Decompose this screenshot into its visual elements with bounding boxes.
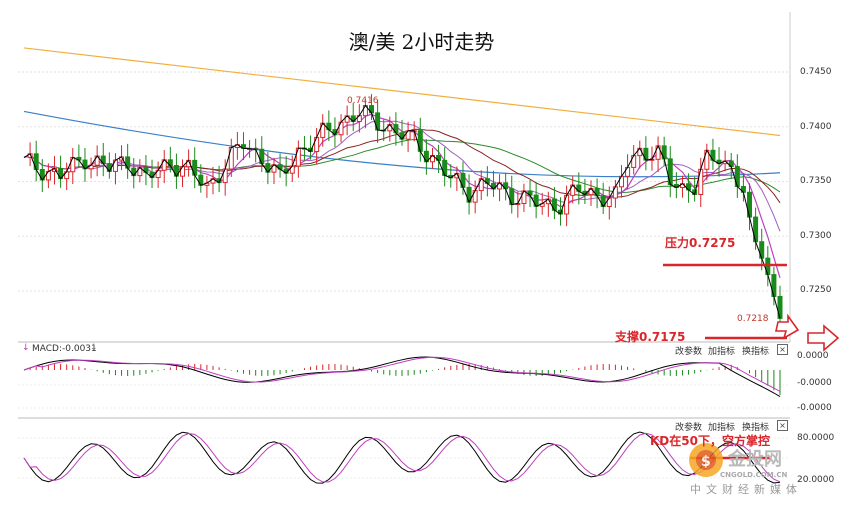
y-tick-label: 0.7300 [800,231,832,241]
macd-y-tick: -0.0000 [797,403,832,413]
kd-add-indicator-button[interactable]: 加指标 [708,423,736,433]
low-price-label: 0.7218 [737,314,769,324]
svg-text:$: $ [701,454,711,470]
macd-switch-indicator-button[interactable]: 换指标 [742,347,770,357]
y-tick-label: 0.7350 [800,176,832,186]
y-tick-label: 0.7450 [800,67,832,77]
y-tick-label: 0.7250 [800,285,832,295]
support-annotation: 支撑0.7175 [615,330,686,344]
kd-y-tick: 80.0000 [797,433,835,443]
kd-modify-params-button[interactable]: 改参数 [675,423,703,433]
macd-arrow-icon: ↓ [90,343,98,353]
macd-add-indicator-button[interactable]: 加指标 [708,347,736,357]
high-price-label: 0.7416 [347,96,379,106]
y-tick-label: 0.7400 [800,122,832,132]
watermark-url: CNGOLD.COM.CN [720,471,788,479]
macd-dif-line [23,356,781,398]
macd-modify-params-button[interactable]: 改参数 [675,347,703,357]
watermark-brand: 金投网 [728,449,782,470]
chart-title: 澳/美 2小时走势 [348,30,495,54]
macd-close-button[interactable]: × [777,344,788,355]
grid-lines [18,71,790,479]
ma-long-line [23,47,781,137]
down-arrow-icon [775,313,800,340]
macd-y-tick: -0.0000 [797,378,832,388]
kd-y-tick: 20.0000 [797,475,835,485]
resistance-annotation: 压力0.7275 [665,236,736,250]
right-arrow-icon [807,324,840,352]
macd-dea-line [23,356,781,392]
watermark-logo-icon: $ [689,443,723,477]
macd-panel [23,356,781,398]
kd-k-line [23,431,781,484]
kd-d-line [23,432,781,483]
candlesticks [27,94,783,332]
watermark-slogan: 中文财经新媒体 [690,483,802,496]
kd-annotation: KD在50下，空方掌控 [650,434,770,448]
macd-y-tick: 0.0000 [797,351,829,361]
kd-switch-indicator-button[interactable]: 换指标 [742,423,770,433]
macd-arrow-down-icon: ↓ [22,343,30,353]
macd-label: MACD:-0.0031 [32,344,97,354]
ma-blue-line [23,110,781,178]
candle-body [667,158,673,185]
kd-close-button[interactable]: × [777,420,788,431]
close-price-line [23,104,781,319]
